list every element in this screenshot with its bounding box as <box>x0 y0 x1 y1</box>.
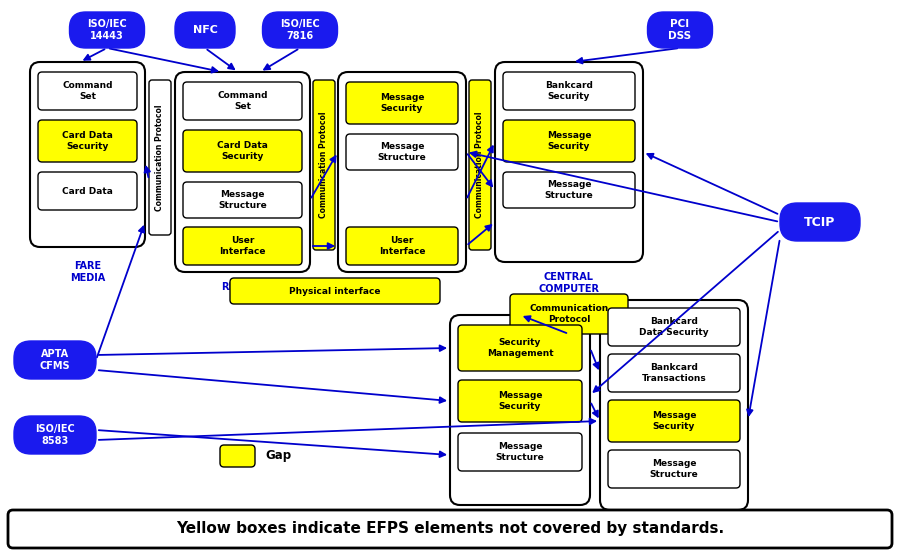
FancyBboxPatch shape <box>458 325 582 371</box>
FancyBboxPatch shape <box>313 80 335 250</box>
FancyBboxPatch shape <box>503 172 635 208</box>
FancyBboxPatch shape <box>495 62 643 262</box>
Text: Communication Protocol: Communication Protocol <box>156 105 165 211</box>
FancyBboxPatch shape <box>175 12 235 48</box>
Text: Message
Security: Message Security <box>547 131 591 151</box>
Text: Physical interface: Physical interface <box>289 286 381 295</box>
Text: Command
Set: Command Set <box>62 81 112 101</box>
Text: Bankcard
Transactions: Bankcard Transactions <box>642 363 706 383</box>
FancyBboxPatch shape <box>647 12 713 48</box>
Text: REGIONAL
CLEARING
HOUSE: REGIONAL CLEARING HOUSE <box>494 513 546 543</box>
FancyBboxPatch shape <box>458 380 582 422</box>
FancyBboxPatch shape <box>183 227 302 265</box>
FancyBboxPatch shape <box>608 450 740 488</box>
FancyBboxPatch shape <box>183 82 302 120</box>
Text: LOCAL
DEVICE: LOCAL DEVICE <box>382 282 422 304</box>
Text: TCIP: TCIP <box>805 216 836 228</box>
FancyBboxPatch shape <box>608 308 740 346</box>
Text: Security
Management: Security Management <box>487 338 554 358</box>
FancyBboxPatch shape <box>220 445 255 467</box>
Text: Message
Structure: Message Structure <box>378 142 427 161</box>
Text: FARE
MEDIA: FARE MEDIA <box>70 261 105 283</box>
Text: Message
Structure: Message Structure <box>650 460 698 479</box>
FancyBboxPatch shape <box>183 130 302 172</box>
FancyBboxPatch shape <box>450 315 590 505</box>
FancyBboxPatch shape <box>175 72 310 272</box>
Text: User
Interface: User Interface <box>220 236 266 255</box>
Text: Communication Protocol: Communication Protocol <box>475 112 484 218</box>
FancyBboxPatch shape <box>469 80 491 250</box>
Text: Message
Security: Message Security <box>498 392 542 411</box>
FancyBboxPatch shape <box>69 12 145 48</box>
Text: Card Data
Security: Card Data Security <box>217 142 268 161</box>
Text: Card Data: Card Data <box>62 186 112 196</box>
Text: Yellow boxes indicate EFPS elements not covered by standards.: Yellow boxes indicate EFPS elements not … <box>176 521 725 536</box>
FancyBboxPatch shape <box>608 354 740 392</box>
Text: CENTRAL
COMPUTER: CENTRAL COMPUTER <box>538 272 599 294</box>
Text: Message
Structure: Message Structure <box>544 180 593 200</box>
Text: Bankcard
Data Security: Bankcard Data Security <box>639 317 709 337</box>
FancyBboxPatch shape <box>458 433 582 471</box>
Text: Card Data
Security: Card Data Security <box>62 131 112 151</box>
Text: Message
Security: Message Security <box>652 411 697 431</box>
Text: Message
Structure: Message Structure <box>218 190 267 210</box>
Text: APTA
CFMS: APTA CFMS <box>40 349 70 371</box>
Text: PAYMENT
PROCESSOR: PAYMENT PROCESSOR <box>644 518 705 538</box>
FancyBboxPatch shape <box>346 227 458 265</box>
FancyBboxPatch shape <box>38 172 137 210</box>
Text: READER: READER <box>220 282 265 292</box>
FancyBboxPatch shape <box>14 416 96 454</box>
FancyBboxPatch shape <box>600 300 748 510</box>
FancyBboxPatch shape <box>608 400 740 442</box>
Text: Communication
Protocol: Communication Protocol <box>529 304 608 324</box>
FancyBboxPatch shape <box>503 120 635 162</box>
FancyBboxPatch shape <box>780 203 860 241</box>
Text: ISO/IEC
8583: ISO/IEC 8583 <box>35 424 75 446</box>
Text: Communication Protocol: Communication Protocol <box>320 112 328 218</box>
FancyBboxPatch shape <box>183 182 302 218</box>
FancyBboxPatch shape <box>346 82 458 124</box>
Text: Gap: Gap <box>265 450 291 462</box>
FancyBboxPatch shape <box>338 72 466 272</box>
Text: Message
Structure: Message Structure <box>496 442 544 462</box>
FancyBboxPatch shape <box>149 80 171 235</box>
FancyBboxPatch shape <box>503 72 635 110</box>
FancyBboxPatch shape <box>14 341 96 379</box>
Text: User
Interface: User Interface <box>379 236 425 255</box>
Text: NFC: NFC <box>193 25 218 35</box>
FancyBboxPatch shape <box>230 278 440 304</box>
FancyBboxPatch shape <box>510 294 628 334</box>
Text: Bankcard
Security: Bankcard Security <box>545 81 593 101</box>
FancyBboxPatch shape <box>263 12 338 48</box>
Text: PCI
DSS: PCI DSS <box>669 19 691 41</box>
FancyBboxPatch shape <box>38 120 137 162</box>
FancyBboxPatch shape <box>346 134 458 170</box>
Text: ISO/IEC
14443: ISO/IEC 14443 <box>87 19 127 41</box>
Text: Command
Set: Command Set <box>217 91 268 111</box>
FancyBboxPatch shape <box>30 62 145 247</box>
FancyBboxPatch shape <box>38 72 137 110</box>
Text: Message
Security: Message Security <box>380 93 424 113</box>
FancyBboxPatch shape <box>8 510 892 548</box>
Text: ISO/IEC
7816: ISO/IEC 7816 <box>280 19 319 41</box>
